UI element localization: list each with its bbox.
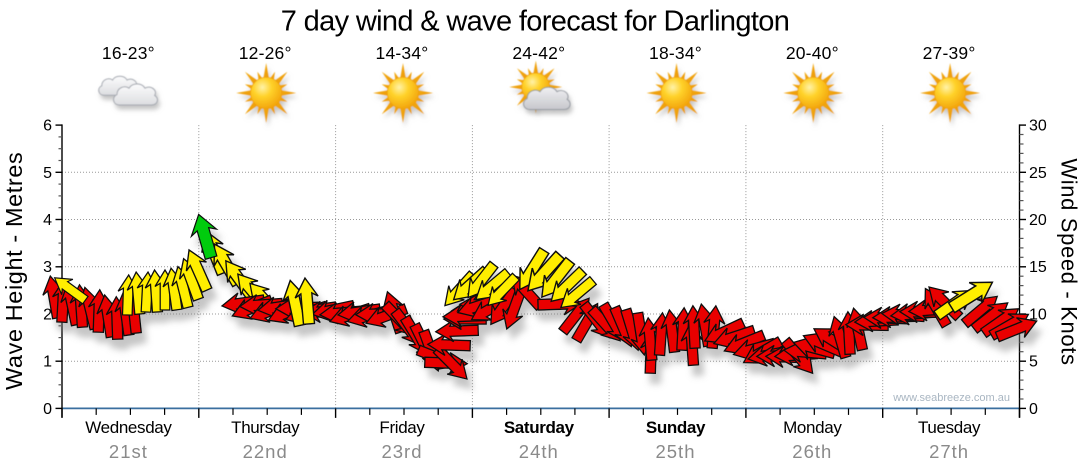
svg-text:0: 0 bbox=[43, 401, 52, 418]
svg-text:Thursday: Thursday bbox=[231, 418, 300, 437]
svg-text:15: 15 bbox=[1029, 259, 1047, 276]
svg-text:24th: 24th bbox=[519, 441, 559, 462]
svg-text:7 day wind & wave forecast for: 7 day wind & wave forecast for Darlingto… bbox=[281, 6, 790, 38]
svg-text:18-34°: 18-34° bbox=[649, 43, 702, 63]
svg-text:2: 2 bbox=[43, 307, 52, 324]
svg-text:www.seabreeze.com.au: www.seabreeze.com.au bbox=[892, 392, 1010, 404]
svg-text:Sunday: Sunday bbox=[646, 418, 706, 437]
svg-text:Saturday: Saturday bbox=[504, 418, 575, 437]
svg-text:27-39°: 27-39° bbox=[923, 43, 976, 63]
svg-text:Friday: Friday bbox=[379, 418, 425, 437]
svg-text:3: 3 bbox=[43, 259, 52, 276]
svg-text:10: 10 bbox=[1029, 307, 1047, 324]
svg-text:Wind Speed - Knots: Wind Speed - Knots bbox=[1057, 158, 1080, 365]
svg-text:Wednesday: Wednesday bbox=[85, 418, 172, 437]
svg-text:6: 6 bbox=[43, 118, 52, 135]
svg-text:Tuesday: Tuesday bbox=[918, 418, 981, 437]
svg-text:27th: 27th bbox=[929, 441, 969, 462]
svg-text:24-42°: 24-42° bbox=[512, 43, 565, 63]
svg-text:20-40°: 20-40° bbox=[786, 43, 839, 63]
svg-text:22nd: 22nd bbox=[243, 441, 288, 462]
svg-text:21st: 21st bbox=[109, 441, 148, 462]
svg-text:26th: 26th bbox=[792, 441, 832, 462]
svg-text:Monday: Monday bbox=[783, 418, 842, 437]
svg-text:30: 30 bbox=[1029, 118, 1047, 135]
svg-text:5: 5 bbox=[1029, 354, 1038, 371]
svg-text:4: 4 bbox=[43, 212, 52, 229]
svg-text:16-23°: 16-23° bbox=[102, 43, 155, 63]
svg-text:0: 0 bbox=[1029, 401, 1038, 418]
svg-text:12-26°: 12-26° bbox=[239, 43, 292, 63]
svg-text:Wave Height - Metres: Wave Height - Metres bbox=[1, 152, 27, 390]
svg-text:25th: 25th bbox=[655, 441, 695, 462]
svg-text:5: 5 bbox=[43, 165, 52, 182]
svg-text:14-34°: 14-34° bbox=[376, 43, 429, 63]
svg-text:1: 1 bbox=[43, 354, 52, 371]
svg-text:20: 20 bbox=[1029, 212, 1047, 229]
svg-text:25: 25 bbox=[1029, 165, 1047, 182]
svg-text:23rd: 23rd bbox=[381, 441, 422, 462]
